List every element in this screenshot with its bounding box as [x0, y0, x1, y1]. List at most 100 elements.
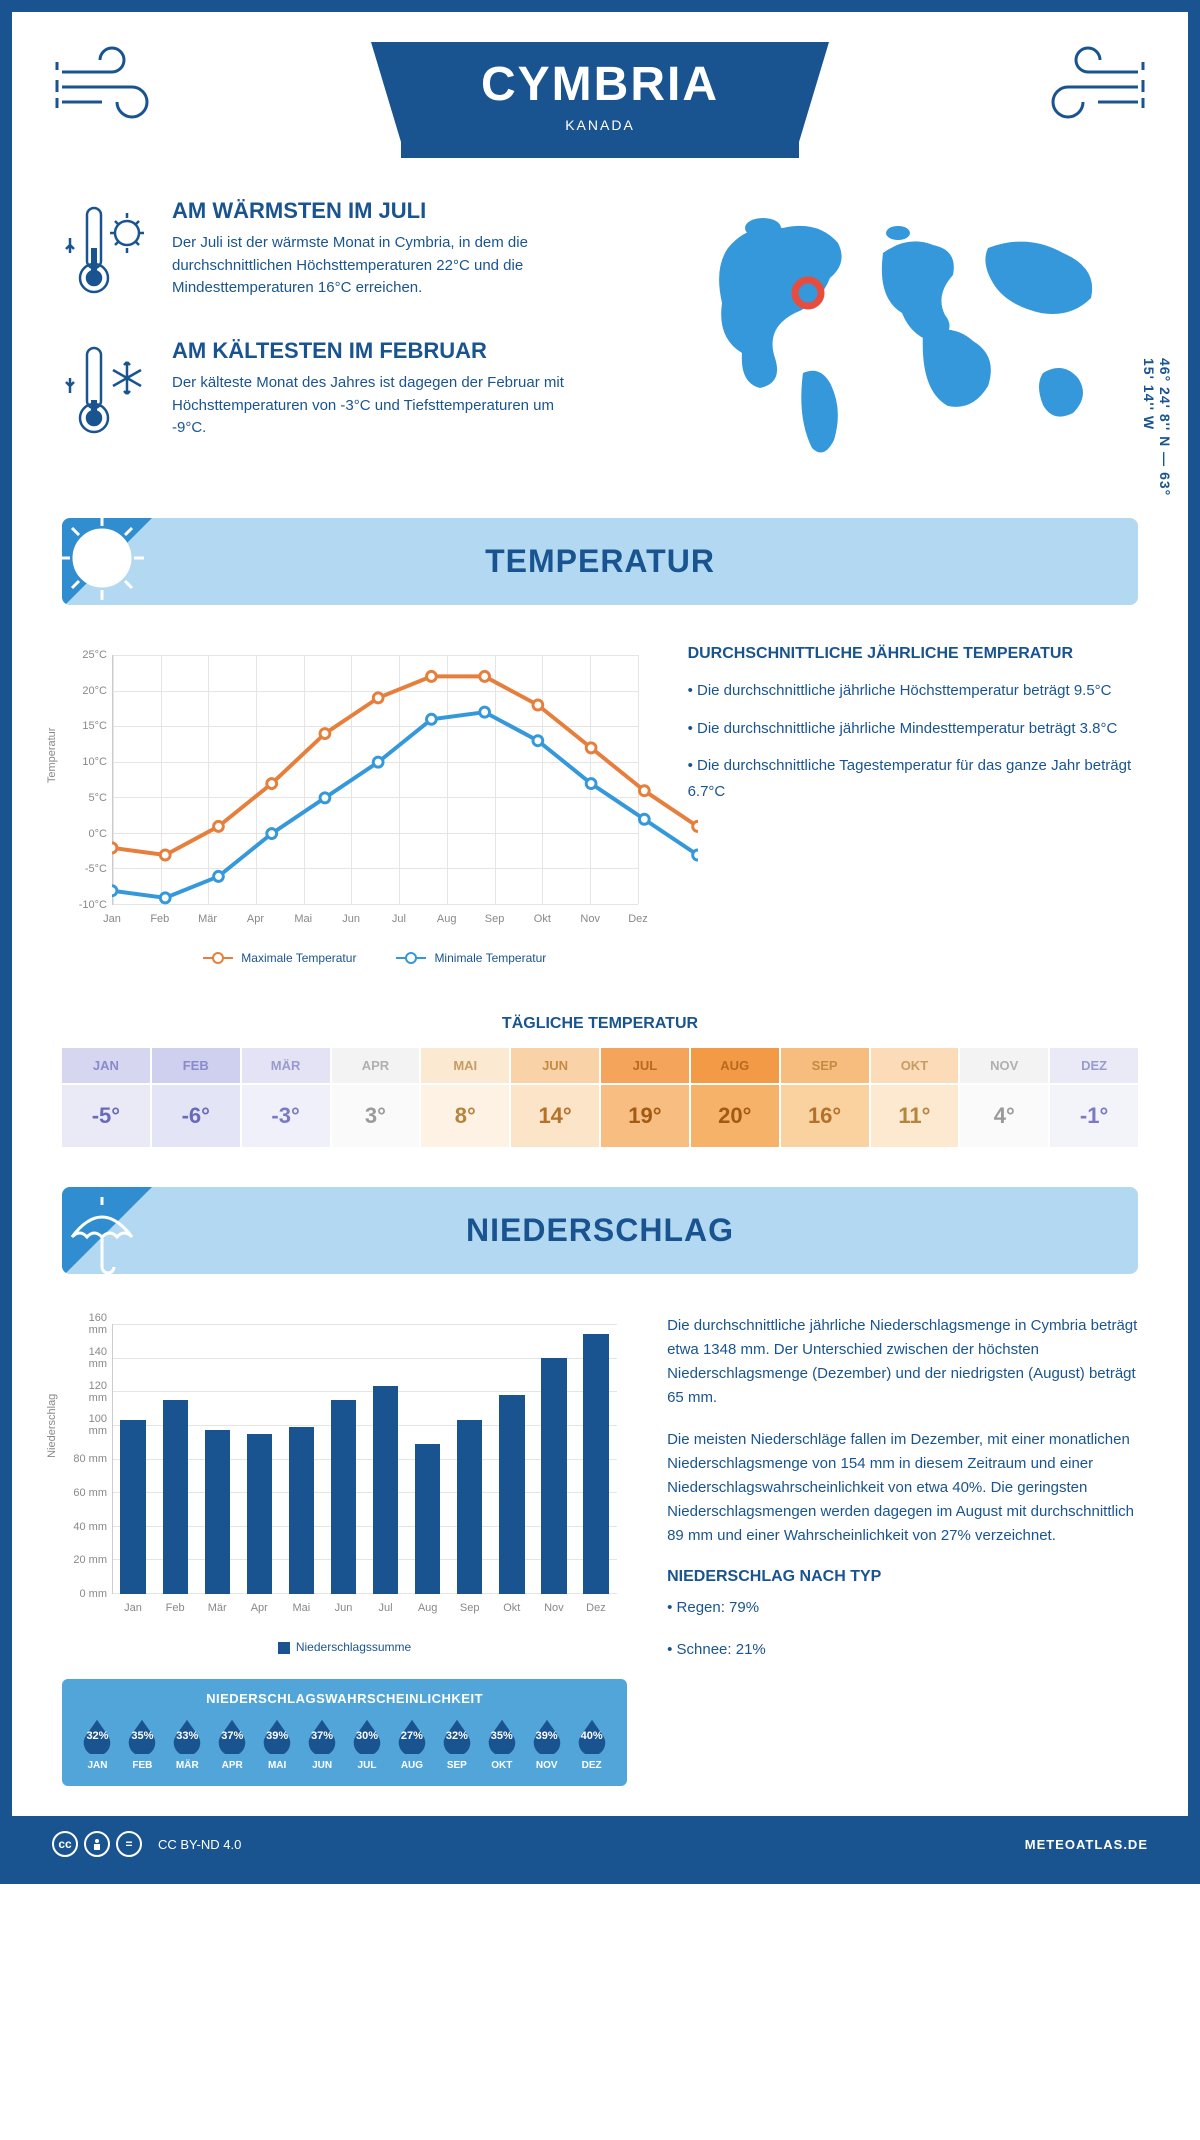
- daily-temp-month: DEZ: [1050, 1048, 1138, 1083]
- temperature-content: Temperatur Maximale Temperatur Minimale …: [12, 605, 1188, 985]
- precipitation-banner: NIEDERSCHLAG: [62, 1187, 1138, 1274]
- infographic-page: CYMBRIA KANADA: [0, 0, 1200, 1884]
- temperature-heading: TEMPERATUR: [102, 543, 1098, 580]
- raindrop-icon: 35%: [123, 1716, 161, 1754]
- legend-max: Maximale Temperatur: [203, 951, 356, 965]
- raindrop-icon: 39%: [528, 1716, 566, 1754]
- bar-ylabel: Niederschlag: [46, 1394, 58, 1458]
- precip-bar: [415, 1444, 440, 1594]
- precipitation-heading: NIEDERSCHLAG: [102, 1212, 1098, 1249]
- daily-temp-value: 4°: [960, 1085, 1048, 1147]
- temp-info-b2: • Die durchschnittliche jährliche Mindes…: [688, 716, 1138, 742]
- precip-bar: [120, 1420, 145, 1594]
- daily-temp-value: 11°: [871, 1085, 959, 1147]
- bar-legend: Niederschlagssumme: [62, 1640, 627, 1654]
- footer: cc = CC BY-ND 4.0 METEOATLAS.DE: [12, 1816, 1188, 1872]
- daily-temp-value: -3°: [242, 1085, 330, 1147]
- legend-min: Minimale Temperatur: [396, 951, 546, 965]
- precipitation-content: Niederschlag Niederschlagssumme 0 mm20 m…: [12, 1274, 1188, 1816]
- daily-temp-month: OKT: [871, 1048, 959, 1083]
- raindrop-icon: 32%: [438, 1716, 476, 1754]
- raindrop-icon: 30%: [348, 1716, 386, 1754]
- precip-bar: [373, 1386, 398, 1594]
- precip-bar: [289, 1427, 314, 1594]
- warmest-text: Der Juli ist der wärmste Monat in Cymbri…: [172, 232, 572, 300]
- by-icon: [84, 1831, 110, 1857]
- world-map: [688, 198, 1138, 478]
- prob-cell: 32% SEP: [436, 1716, 477, 1771]
- raindrop-icon: 33%: [168, 1716, 206, 1754]
- daily-temp-value: 19°: [601, 1085, 689, 1147]
- prob-cell: 27% AUG: [391, 1716, 432, 1771]
- country-subtitle: KANADA: [481, 117, 719, 133]
- raindrop-icon: 37%: [303, 1716, 341, 1754]
- prob-cell: 39% NOV: [526, 1716, 567, 1771]
- thermometer-sun-icon: [62, 198, 152, 308]
- raindrop-icon: 40%: [573, 1716, 611, 1754]
- temperature-banner: TEMPERATUR: [62, 518, 1138, 605]
- temp-info-b1: • Die durchschnittliche jährliche Höchst…: [688, 678, 1138, 704]
- precip-bar: [205, 1430, 230, 1594]
- prob-cell: 30% JUL: [347, 1716, 388, 1771]
- daily-temp-value: -6°: [152, 1085, 240, 1147]
- precip-bar: [457, 1420, 482, 1594]
- intro-section: AM WÄRMSTEN IM JULI Der Juli ist der wär…: [12, 178, 1188, 518]
- temp-info-title: DURCHSCHNITTLICHE JÄHRLICHE TEMPERATUR: [688, 645, 1138, 663]
- daily-temp-value: -5°: [62, 1085, 150, 1147]
- daily-temp-month: SEP: [781, 1048, 869, 1083]
- daily-temp-month: AUG: [691, 1048, 779, 1083]
- nd-icon: =: [116, 1831, 142, 1857]
- chart-legend: Maximale Temperatur Minimale Temperatur: [112, 951, 638, 965]
- prob-title: NIEDERSCHLAGSWAHRSCHEINLICHKEIT: [77, 1691, 612, 1706]
- wind-icon: [52, 42, 162, 122]
- temperature-line-chart: Temperatur Maximale Temperatur Minimale …: [62, 645, 648, 965]
- thermometer-snow-icon: [62, 338, 152, 448]
- raindrop-icon: 35%: [483, 1716, 521, 1754]
- precip-type-title: NIEDERSCHLAG NACH TYP: [667, 1568, 1138, 1586]
- precip-bar: [499, 1395, 524, 1594]
- daily-temp-month: MÄR: [242, 1048, 330, 1083]
- precipitation-bar-chart: Niederschlag Niederschlagssumme 0 mm20 m…: [62, 1314, 627, 1654]
- daily-temp-month: JUL: [601, 1048, 689, 1083]
- precip-bar: [331, 1400, 356, 1594]
- precip-bar: [163, 1400, 188, 1594]
- precip-p2: Die meisten Niederschläge fallen im Deze…: [667, 1428, 1138, 1548]
- daily-temp-value: 8°: [421, 1085, 509, 1147]
- daily-temp-value: -1°: [1050, 1085, 1138, 1147]
- header: CYMBRIA KANADA: [12, 12, 1188, 178]
- raindrop-icon: 27%: [393, 1716, 431, 1754]
- prob-cell: 39% MAI: [257, 1716, 298, 1771]
- daily-temp-value: 20°: [691, 1085, 779, 1147]
- temperature-info: DURCHSCHNITTLICHE JÄHRLICHE TEMPERATUR •…: [688, 645, 1138, 965]
- prob-cell: 37% JUN: [302, 1716, 343, 1771]
- raindrop-icon: 39%: [258, 1716, 296, 1754]
- daily-temp-month: NOV: [960, 1048, 1048, 1083]
- coldest-text: Der kälteste Monat des Jahres ist dagege…: [172, 372, 572, 440]
- daily-temp-month: APR: [332, 1048, 420, 1083]
- precipitation-text: Die durchschnittliche jährliche Niedersc…: [667, 1314, 1138, 1786]
- precip-type-b1: • Regen: 79%: [667, 1596, 1138, 1620]
- warmest-title: AM WÄRMSTEN IM JULI: [172, 198, 572, 224]
- site-name: METEOATLAS.DE: [1025, 1837, 1148, 1852]
- daily-temp-month: MAI: [421, 1048, 509, 1083]
- precip-type-b2: • Schnee: 21%: [667, 1638, 1138, 1662]
- daily-temp-month: JAN: [62, 1048, 150, 1083]
- coldest-block: AM KÄLTESTEN IM FEBRUAR Der kälteste Mon…: [62, 338, 648, 448]
- raindrop-icon: 37%: [213, 1716, 251, 1754]
- prob-cell: 33% MÄR: [167, 1716, 208, 1771]
- raindrop-icon: 32%: [78, 1716, 116, 1754]
- prob-cell: 35% FEB: [122, 1716, 163, 1771]
- daily-temp-title: TÄGLICHE TEMPERATUR: [12, 1015, 1188, 1033]
- daily-temp-value: 16°: [781, 1085, 869, 1147]
- coordinates: 46° 24' 8'' N — 63° 15' 14'' W: [1141, 358, 1173, 518]
- precip-bar: [541, 1358, 566, 1594]
- chart-ylabel: Temperatur: [46, 728, 58, 784]
- precip-bar: [583, 1334, 608, 1594]
- cc-icon: cc: [52, 1831, 78, 1857]
- city-title: CYMBRIA: [481, 57, 719, 112]
- daily-temp-month: FEB: [152, 1048, 240, 1083]
- precip-bar: [247, 1434, 272, 1594]
- warmest-block: AM WÄRMSTEN IM JULI Der Juli ist der wär…: [62, 198, 648, 308]
- license-block: cc = CC BY-ND 4.0: [52, 1831, 241, 1857]
- precip-p1: Die durchschnittliche jährliche Niedersc…: [667, 1314, 1138, 1410]
